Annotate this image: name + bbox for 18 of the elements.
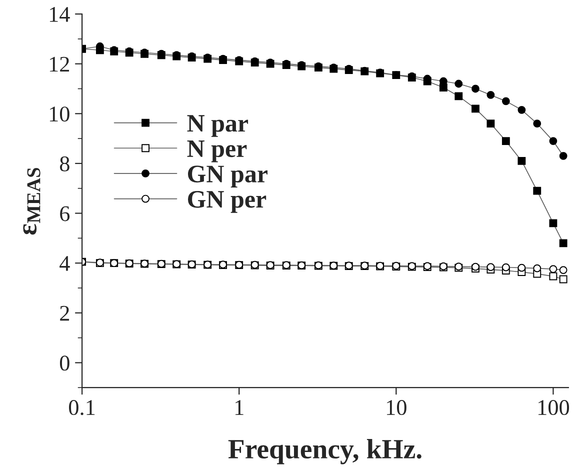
y-tick-label: 0 — [60, 356, 70, 371]
y-tick-label: 4 — [60, 256, 70, 271]
y-tick-label: 8 — [60, 156, 70, 172]
y-axis-title: ε$_{MEAS}$ — [23, 168, 40, 235]
y-tick-label: 14 — [50, 7, 70, 22]
x-tick-label: 100 — [538, 400, 570, 416]
x-axis-title: Frequency, kHz. — [228, 439, 422, 464]
y-tick-label: 6 — [60, 206, 70, 222]
legend-label: N par — [187, 115, 248, 137]
legend-label: GN par — [188, 166, 268, 188]
x-tick-label: 0.1 — [69, 400, 95, 416]
y-tick-label: 12 — [50, 56, 70, 72]
x-tick-label: 10 — [386, 400, 406, 416]
x-tick-label: 1 — [235, 400, 244, 415]
y-tick-label: 10 — [50, 106, 70, 122]
legend-label: GN per — [188, 190, 266, 213]
y-tick-label: 2 — [60, 306, 70, 321]
legend-label: N per — [187, 140, 247, 162]
